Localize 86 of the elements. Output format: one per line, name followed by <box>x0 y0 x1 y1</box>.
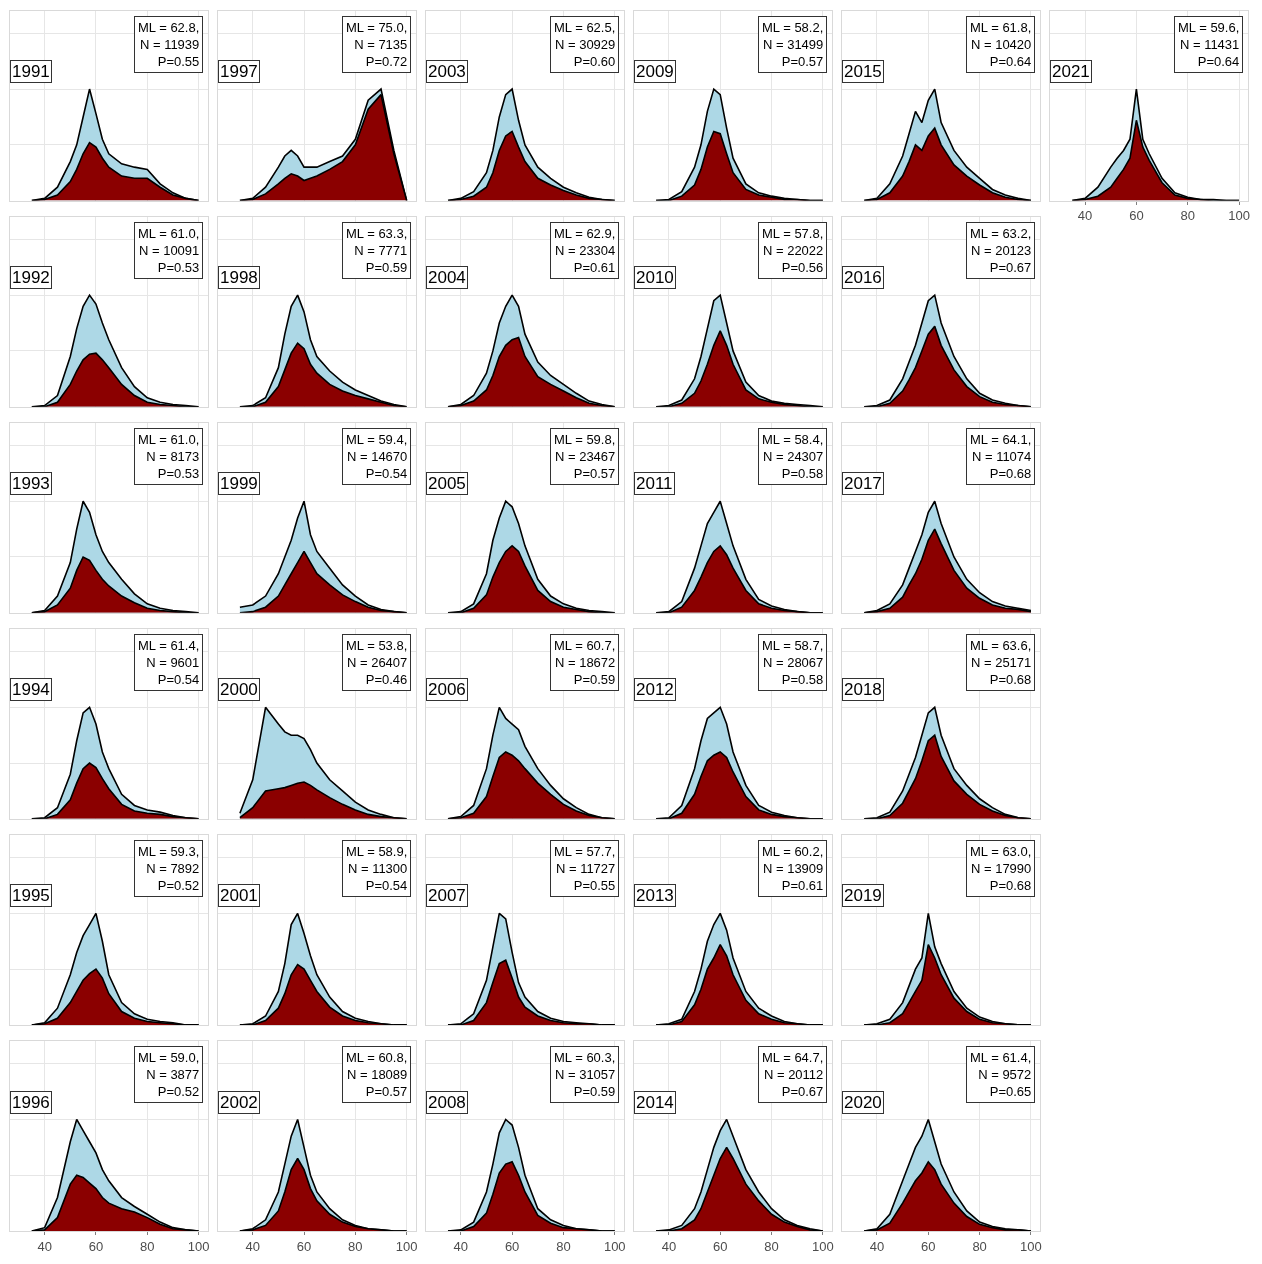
text: 1998 <box>220 268 258 287</box>
text: 1999 <box>220 474 258 493</box>
text: ML = 58.9, N = 11300 P=0.54 <box>346 844 408 893</box>
x-tick-label: 60 <box>88 1238 104 1254</box>
x-tick-label: 40 <box>1077 208 1093 224</box>
text: ML = 58.4, N = 24307 P=0.58 <box>762 432 824 481</box>
text: 2011 <box>636 474 673 493</box>
text: ML = 64.7, N = 20112 P=0.67 <box>762 1050 824 1099</box>
text: ML = 62.9, N = 23304 P=0.61 <box>554 226 616 275</box>
text: ML = 61.0, N = 8173 P=0.53 <box>138 432 200 481</box>
x-tick-label: 80 <box>556 1238 571 1254</box>
text: 2014 <box>636 1093 674 1112</box>
text: 2018 <box>844 680 882 699</box>
text: ML = 61.4, N = 9601 P=0.54 <box>138 638 200 687</box>
x-tick-label: 40 <box>37 1238 52 1254</box>
text: ML = 59.3, N = 7892 P=0.52 <box>138 844 200 893</box>
text: ML = 60.3, N = 31057 P=0.59 <box>554 1050 616 1099</box>
text: ML = 57.7, N = 11727 P=0.55 <box>554 844 616 893</box>
text: 2019 <box>844 886 882 905</box>
x-tick-label: 60 <box>712 1238 728 1254</box>
text: ML = 53.8, N = 26407 P=0.46 <box>346 638 408 687</box>
text: 2002 <box>220 1093 258 1112</box>
text: ML = 63.2, N = 20123 P=0.67 <box>970 226 1032 275</box>
text: ML = 75.0, N = 7135 P=0.72 <box>346 20 408 69</box>
text: 1994 <box>12 680 50 699</box>
text: ML = 59.0, N = 3877 P=0.52 <box>138 1050 200 1099</box>
text: 2006 <box>428 680 466 699</box>
x-tick-label: 100 <box>1228 208 1250 224</box>
text: 2000 <box>220 680 258 699</box>
x-tick-label: 80 <box>1180 208 1195 224</box>
text: ML = 60.8, N = 18089 P=0.57 <box>346 1050 408 1099</box>
text: 1991 <box>12 62 50 81</box>
text: ML = 61.4, N = 9572 P=0.65 <box>970 1050 1032 1099</box>
text: ML = 58.2, N = 31499 P=0.57 <box>762 20 824 69</box>
text: 1997 <box>220 62 258 81</box>
x-tick-label: 40 <box>245 1238 260 1254</box>
text: ML = 63.3, N = 7771 P=0.59 <box>346 226 408 275</box>
text: 2012 <box>636 680 674 699</box>
x-tick-label: 60 <box>1129 208 1144 224</box>
text: ML = 59.8, N = 23467 P=0.57 <box>554 432 616 481</box>
text: 2017 <box>844 474 882 493</box>
x-tick-label: 80 <box>972 1238 987 1254</box>
text: 2013 <box>636 886 674 905</box>
text: 2021 <box>1052 62 1090 81</box>
x-tick-label: 100 <box>395 1238 418 1254</box>
text: ML = 60.2, N = 13909 P=0.61 <box>762 844 824 893</box>
text: ML = 64.1, N = 11074 P=0.68 <box>970 432 1032 481</box>
text: ML = 60.7, N = 18672 P=0.59 <box>554 638 616 687</box>
text: 1992 <box>12 268 50 287</box>
text: 2001 <box>220 886 258 905</box>
x-tick-label: 40 <box>661 1238 677 1254</box>
text: 2015 <box>844 62 882 81</box>
x-tick-label: 60 <box>504 1238 520 1254</box>
x-tick-label: 60 <box>921 1238 936 1254</box>
x-tick-label: 100 <box>811 1238 834 1254</box>
text: ML = 59.4, N = 14670 P=0.54 <box>346 432 408 481</box>
text: 2010 <box>636 268 674 287</box>
text: 2009 <box>636 62 674 81</box>
text: 1996 <box>12 1093 50 1112</box>
text: ML = 63.0, N = 17990 P=0.68 <box>970 844 1032 893</box>
text: ML = 62.8, N = 11939 P=0.55 <box>138 20 200 69</box>
text: 1993 <box>12 474 50 493</box>
x-tick-label: 100 <box>187 1238 210 1254</box>
text: 2008 <box>428 1093 466 1112</box>
text: ML = 59.6, N = 11431 P=0.64 <box>1178 20 1240 69</box>
x-tick-label: 60 <box>296 1238 312 1254</box>
text: 1995 <box>12 886 50 905</box>
text: ML = 61.0, N = 10091 P=0.53 <box>138 226 200 275</box>
text: ML = 58.7, N = 28067 P=0.58 <box>762 638 824 687</box>
x-tick-label: 40 <box>869 1238 885 1254</box>
x-tick-label: 100 <box>603 1238 626 1254</box>
x-tick-label: 100 <box>1020 1238 1042 1254</box>
x-tick-label: 40 <box>453 1238 469 1254</box>
text: 2020 <box>844 1093 882 1112</box>
text: ML = 57.8, N = 22022 P=0.56 <box>762 226 824 275</box>
text: 2016 <box>844 268 882 287</box>
text: ML = 63.6, N = 25171 P=0.68 <box>970 638 1032 687</box>
x-tick-label: 80 <box>140 1238 155 1254</box>
text: ML = 61.8, N = 10420 P=0.64 <box>970 20 1032 69</box>
text: ML = 62.5, N = 30929 P=0.60 <box>554 20 616 69</box>
text: 2007 <box>428 886 466 905</box>
text: 2005 <box>428 474 466 493</box>
text: 2003 <box>428 62 466 81</box>
text: 2004 <box>428 268 466 287</box>
x-tick-label: 80 <box>348 1238 363 1254</box>
x-tick-label: 80 <box>764 1238 779 1254</box>
